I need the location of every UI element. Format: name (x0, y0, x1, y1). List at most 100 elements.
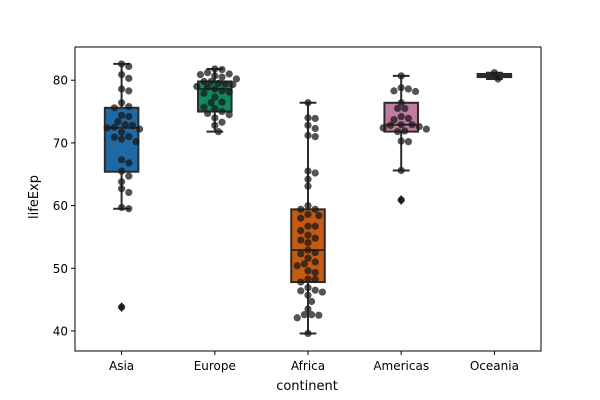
data-point (121, 121, 129, 129)
data-point (390, 116, 398, 124)
data-point (304, 99, 312, 107)
data-point (297, 287, 305, 295)
data-point (308, 311, 316, 319)
data-point (304, 238, 312, 247)
data-point (211, 121, 219, 129)
data-point (304, 167, 312, 175)
data-point (397, 121, 405, 129)
data-point (397, 99, 405, 107)
data-point (304, 114, 312, 122)
data-point (304, 246, 312, 254)
data-point (211, 85, 219, 93)
data-point (308, 297, 316, 306)
data-point (118, 85, 126, 93)
data-point (311, 124, 319, 133)
data-point (218, 87, 226, 95)
data-point (311, 133, 319, 141)
data-point (408, 121, 416, 129)
category-europe (193, 65, 240, 136)
data-point (304, 131, 312, 139)
data-point (304, 329, 312, 338)
data-point (118, 203, 126, 212)
data-point (311, 234, 319, 242)
data-point (494, 75, 502, 83)
data-point (218, 98, 226, 106)
category-oceania (476, 69, 513, 83)
data-point (132, 138, 140, 146)
data-point (297, 214, 305, 222)
category-africa (290, 99, 326, 338)
data-point (128, 121, 136, 129)
category-americas (379, 72, 430, 205)
data-point (118, 156, 126, 164)
data-point (311, 169, 319, 177)
x-tick-label: Asia (109, 359, 134, 373)
data-point (200, 89, 208, 97)
data-point (110, 104, 118, 112)
data-point (125, 159, 133, 167)
data-point (125, 188, 133, 197)
data-point (118, 303, 126, 311)
data-point (401, 104, 409, 113)
data-point (404, 138, 412, 146)
data-point (304, 222, 312, 230)
data-point (125, 133, 133, 141)
data-point (297, 278, 305, 286)
x-tick-label: Oceania (470, 359, 519, 373)
data-point (304, 182, 312, 190)
data-point (311, 205, 319, 213)
data-point (297, 205, 305, 213)
data-point (211, 72, 219, 80)
data-point (401, 127, 409, 135)
data-point (110, 133, 118, 141)
data-point (300, 311, 308, 319)
data-point (125, 62, 133, 71)
y-axis: 40 50 60 70 80 (53, 74, 75, 338)
data-point (311, 275, 319, 284)
x-axis-label: continent (276, 379, 338, 394)
y-tick-label: 60 (53, 199, 68, 213)
data-point (304, 121, 312, 129)
data-point (211, 104, 219, 113)
data-point (297, 227, 305, 235)
data-point (118, 128, 126, 136)
data-point (311, 222, 319, 230)
data-point (304, 231, 312, 239)
data-point (229, 81, 237, 89)
data-point (304, 175, 312, 183)
data-point (304, 267, 312, 275)
data-point (218, 118, 226, 126)
data-point (311, 114, 319, 123)
y-axis-label: lifeExp (27, 175, 42, 219)
plot-area (74, 46, 542, 352)
data-point (412, 87, 420, 96)
data-point (311, 269, 319, 277)
data-point (125, 205, 133, 213)
data-point (110, 123, 118, 131)
data-point (125, 112, 133, 121)
data-point (297, 236, 305, 244)
data-point (404, 114, 412, 123)
data-point (207, 77, 215, 86)
data-point (304, 291, 312, 299)
x-tick-label: Africa (291, 359, 325, 373)
x-axis: Asia Europe Africa Americas Oceania (109, 351, 519, 373)
data-point (490, 69, 498, 77)
data-point (225, 111, 233, 119)
data-point (304, 210, 312, 218)
y-tick-label: 80 (53, 74, 68, 88)
data-point (225, 70, 233, 78)
data-point (379, 124, 387, 132)
data-point (118, 167, 126, 175)
data-point (394, 104, 402, 113)
data-point (218, 107, 226, 116)
data-point (211, 114, 219, 122)
data-point (204, 109, 212, 118)
data-point (397, 166, 405, 175)
data-point (304, 305, 312, 313)
data-point (415, 123, 423, 131)
x-tick-label: Americas (373, 359, 429, 373)
data-point (304, 201, 312, 210)
data-point (125, 87, 133, 95)
data-point (397, 137, 405, 145)
